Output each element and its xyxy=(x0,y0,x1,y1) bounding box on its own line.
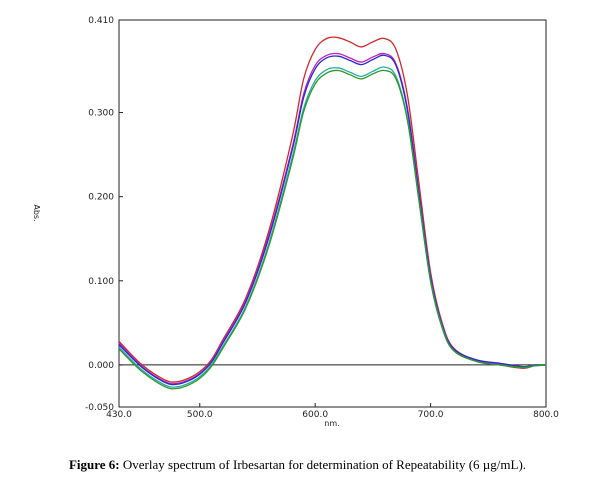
series-line-3 xyxy=(118,54,547,386)
y-tick-label: 0.000 xyxy=(88,361,114,371)
y-axis-ticks: -0.050 0.000 0.100 0.200 0.300 0.410 xyxy=(85,16,123,413)
y-tick-label: 0.100 xyxy=(88,277,114,287)
figure-caption-label: Figure 6: xyxy=(68,457,120,472)
figure-caption-text: Overlay spectrum of Irbesartan for deter… xyxy=(122,457,527,472)
figure-caption: Figure 6: Overlay spectrum of Irbesartan… xyxy=(0,457,595,473)
y-tick-label: 0.410 xyxy=(88,16,114,26)
y-tick-label: -0.050 xyxy=(85,403,114,413)
x-tick-label: 600.0 xyxy=(302,410,328,420)
series-line-4 xyxy=(118,66,547,388)
y-tick-label: 0.300 xyxy=(88,109,114,119)
y-axis-label: Abs. xyxy=(32,204,41,221)
x-tick-label: 700.0 xyxy=(418,410,444,420)
chart-svg: -0.050 0.000 0.100 0.200 0.300 0.410 430.0 500… xyxy=(32,16,559,428)
series-line-1 xyxy=(118,36,547,383)
plot-frame xyxy=(118,19,547,408)
x-axis-label: nm. xyxy=(324,419,339,428)
x-tick-label: 500.0 xyxy=(187,410,213,420)
series-group xyxy=(118,36,547,390)
series-line-5 xyxy=(118,69,547,390)
x-tick-label: 430.0 xyxy=(106,410,132,420)
y-tick-label: 0.200 xyxy=(88,193,114,203)
series-line-2 xyxy=(118,52,547,385)
spectrum-chart: -0.050 0.000 0.100 0.200 0.300 0.410 430.0 500… xyxy=(32,16,559,428)
x-axis-ticks: 430.0 500.0 600.0 700.0 800.0 xyxy=(106,403,559,420)
x-tick-label: 800.0 xyxy=(533,410,559,420)
